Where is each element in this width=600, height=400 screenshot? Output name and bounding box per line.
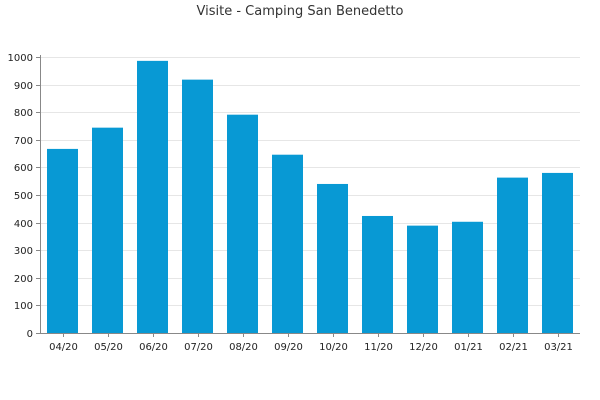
- chart-title: Visite - Camping San Benedetto: [197, 4, 404, 19]
- bar-01-21: [452, 221, 483, 333]
- y-tick-label: 800: [14, 108, 33, 119]
- y-tick-label: 100: [14, 301, 33, 312]
- gridlines: [40, 57, 580, 306]
- bar-11-20: [362, 215, 393, 333]
- x-tick-label: 05/20: [94, 342, 123, 353]
- bar-08-20: [227, 114, 258, 334]
- y-tick-label: 1000: [8, 53, 33, 64]
- x-tick-label: 12/20: [409, 342, 438, 353]
- x-tick-label: 06/20: [139, 342, 168, 353]
- y-axis-ticks: 0 100 200 300 400 500 600 700 800 900 1000: [8, 53, 40, 340]
- y-tick-label: 500: [14, 191, 33, 202]
- x-tick-label: 10/20: [319, 342, 348, 353]
- x-tick-label: 01/21: [454, 342, 483, 353]
- axes: [40, 55, 580, 334]
- bar-04-20: [47, 148, 78, 333]
- y-tick-label: 400: [14, 219, 33, 230]
- x-tick-label: 11/20: [364, 342, 393, 353]
- x-tick-label: 09/20: [274, 342, 303, 353]
- bar-03-21: [542, 172, 573, 333]
- bar-09-20: [272, 154, 303, 333]
- y-tick-label: 600: [14, 163, 33, 174]
- y-tick-label: 200: [14, 274, 33, 285]
- y-tick-label: 0: [27, 329, 33, 340]
- bar-12-20: [407, 225, 438, 333]
- y-tick-label: 300: [14, 246, 33, 257]
- bar-07-20: [182, 79, 213, 334]
- bar-05-20: [92, 127, 123, 333]
- x-tick-label: 07/20: [184, 342, 213, 353]
- y-tick-label: 700: [14, 136, 33, 147]
- bars: [47, 60, 573, 334]
- bar-02-21: [497, 177, 528, 333]
- x-tick-label: 03/21: [544, 342, 573, 353]
- x-tick-label: 08/20: [229, 342, 258, 353]
- x-axis-ticks: 04/20 05/20 06/20 07/20 08/20 09/20 10/20 11/20…: [49, 333, 573, 353]
- bar-10-20: [317, 183, 348, 333]
- y-tick-label: 900: [14, 81, 33, 92]
- x-tick-label: 02/21: [499, 342, 528, 353]
- x-tick-label: 04/20: [49, 342, 78, 353]
- bar-06-20: [137, 60, 168, 333]
